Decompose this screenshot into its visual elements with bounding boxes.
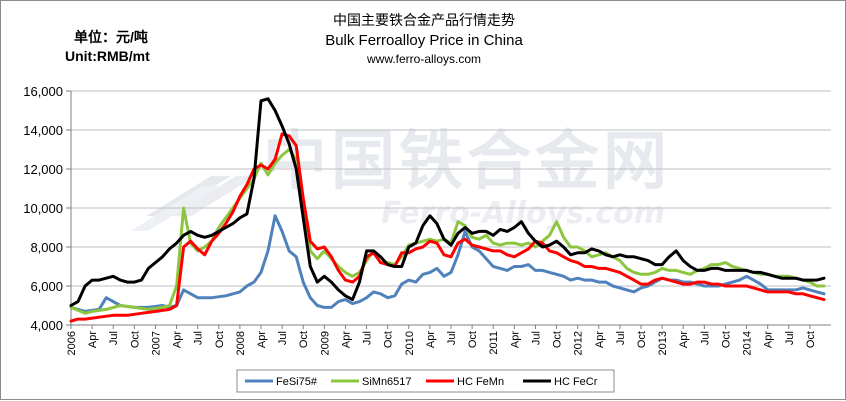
x-tick-label: Jul (193, 331, 205, 345)
x-tick-label: Jul (446, 331, 458, 345)
watermark: 中国铁合金网 Ferro-Alloys.com (130, 125, 671, 231)
unit-cn: 单位：元/吨 (74, 29, 148, 45)
x-tick-label: Jul (530, 331, 542, 345)
y-tick-label: 16,000 (23, 84, 63, 99)
unit-en: Unit:RMB/mt (65, 48, 150, 64)
series-line-fesi75- (69, 214, 826, 313)
x-tick-label: 2011 (488, 331, 500, 355)
y-tick-label: 14,000 (23, 123, 63, 138)
legend-label-femn: HC FeMn (457, 376, 504, 388)
x-tick-label: 2013 (657, 331, 669, 355)
legend-label-simn: SiMn6517 (362, 376, 412, 388)
y-tick-label: 8,000 (30, 240, 63, 255)
legend: FeSi75# SiMn6517 HC FeMn HC FeCr (236, 369, 615, 393)
x-tick-label: Apr (763, 331, 775, 348)
x-tick-label: Apr (678, 331, 690, 348)
legend-item-fecr: HC FeCr (523, 376, 598, 388)
x-tick-label: Oct (214, 331, 226, 348)
x-tick-label: Jul (108, 331, 120, 345)
x-tick-label: Apr (594, 331, 606, 348)
x-tick-label: Jul (277, 331, 289, 345)
y-tick-label: 12,000 (23, 162, 63, 177)
x-tick-label: Jul (362, 331, 374, 345)
x-tick-label: Apr (87, 331, 99, 348)
title-cn: 中国主要铁合金产品行情走势 (333, 12, 515, 28)
series-lines (69, 97, 826, 323)
x-tick-label: Oct (467, 331, 479, 348)
y-tick-label: 4,000 (30, 318, 63, 333)
x-tick-label: 2010 (404, 331, 416, 355)
x-tick-label: Apr (509, 331, 521, 348)
legend-label-fecr: HC FeCr (554, 376, 598, 388)
x-tick-label: Oct (129, 331, 141, 348)
title-en: Bulk Ferroalloy Price in China (325, 32, 523, 49)
x-tick-label: Apr (256, 331, 268, 348)
legend-item-femn: HC FeMn (426, 376, 504, 388)
y-tick-label: 6,000 (30, 279, 63, 294)
grid-lines (71, 90, 831, 287)
legend-label-fesi: FeSi75# (276, 376, 318, 388)
x-tick-label: Oct (636, 331, 648, 348)
x-tick-label: Jul (699, 331, 711, 345)
x-tick-label: 2008 (235, 331, 247, 355)
x-tick-label: 2007 (150, 331, 162, 355)
x-tick-labels: 2006 Apr Jul Oct 2007 Apr Jul Oct 2008 Apr Jul Oct 2… (66, 331, 817, 356)
x-tick-label: Oct (552, 331, 564, 348)
legend-box (236, 369, 615, 393)
x-tick-label: Oct (298, 331, 310, 348)
y-tick-labels: 4,000 6,000 8,000 10,000 12,000 14,000 16,000 (23, 84, 63, 333)
x-tick-label: 2014 (742, 331, 754, 355)
axes (66, 90, 831, 329)
website-url: www.ferro-alloys.com (366, 52, 481, 66)
x-tick-label: Apr (425, 331, 437, 348)
y-tick-label: 10,000 (23, 201, 63, 216)
legend-item-fesi: FeSi75# (245, 376, 318, 388)
x-tick-label: Oct (805, 331, 817, 348)
x-tick-label: Apr (172, 331, 184, 348)
x-tick-label: Apr (340, 331, 352, 348)
x-tick-label: 2009 (319, 331, 331, 355)
x-tick-label: Oct (720, 331, 732, 348)
series-line-hc-fecr (69, 97, 826, 307)
x-tick-label: Jul (615, 331, 627, 345)
x-tick-label: Jul (784, 331, 796, 345)
x-tick-label: 2012 (573, 331, 585, 355)
watermark-cn: 中国铁合金网 (263, 125, 671, 199)
series-line-hc-femn (69, 132, 826, 323)
legend-item-simn: SiMn6517 (331, 376, 412, 388)
x-tick-label: Oct (383, 331, 395, 348)
x-tick-label: 2006 (66, 331, 78, 355)
